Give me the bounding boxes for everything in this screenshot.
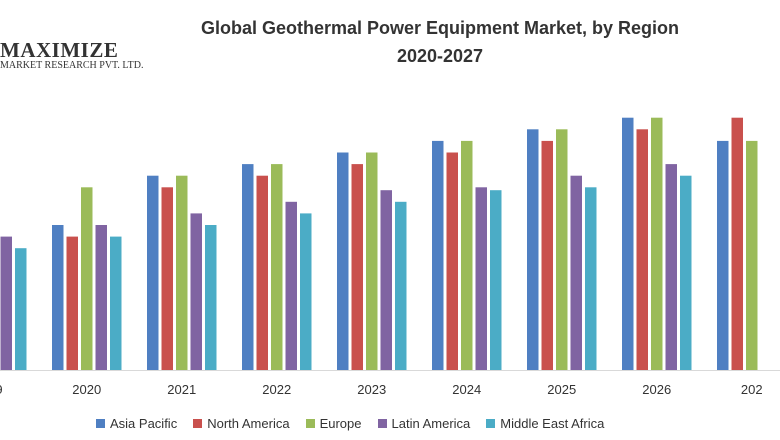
legend-label-latin-america: Latin America [391,416,471,431]
bar-north-america-2025 [541,140,553,370]
legend-item-latin-america: Latin America [377,416,471,431]
bar-asia-pacific-2024 [432,140,444,370]
bar-asia-pacific-2020 [52,225,64,370]
chart-title: Global Geothermal Power Equipment Market… [200,18,680,38]
bar-latin-america-2019 [0,236,12,370]
legend-label-asia-pacific: Asia Pacific [110,416,178,431]
bar-north-america-2023 [351,164,363,370]
bar-middle-east-africa-2024 [490,190,502,370]
x-tick-label-2020: 2020 [72,382,101,397]
bar-europe-2023 [366,152,378,370]
bar-asia-pacific-2021 [147,175,159,370]
x-tick-label-2019: 019 [0,382,3,397]
bar-north-america-2020 [66,236,78,370]
legend-swatch-europe [305,419,315,428]
legend-label-europe: Europe [319,416,362,431]
legend-swatch-north-america [193,419,203,428]
bar-middle-east-africa-2019 [15,248,27,370]
bar-latin-america-2024 [475,187,487,370]
x-tick-label-2027: 202 [741,382,763,397]
bar-asia-pacific-2022 [242,164,254,370]
x-tick-label-2023: 2023 [357,382,386,397]
bar-europe-2020 [81,187,93,370]
bar-europe-2027 [746,140,758,370]
x-tick-label-2021: 2021 [167,382,196,397]
bar-latin-america-2022 [285,201,297,370]
bar-north-america-2022 [256,175,268,370]
logo-sub-text: MARKET RESEARCH PVT. LTD. [0,60,144,71]
legend-item-asia-pacific: Asia Pacific [96,416,177,431]
bar-middle-east-africa-2025 [585,187,597,370]
bar-asia-pacific-2025 [527,129,539,370]
bar-asia-pacific-2027 [717,140,729,370]
chart-legend: Asia Pacific North America Europe Latin Ame… [96,416,604,431]
legend-swatch-middle-east-africa [486,419,496,428]
bar-middle-east-africa-2026 [680,175,692,370]
bar-latin-america-2023 [380,190,392,370]
bar-europe-2024 [461,140,473,370]
legend-item-middle-east-africa: Middle East Africa [486,416,604,431]
bar-europe-2021 [176,175,188,370]
bar-europe-2025 [556,129,568,370]
x-tick-label-2022: 2022 [262,382,291,397]
bar-latin-america-2025 [570,175,582,370]
x-tick-label-2026: 2026 [642,382,671,397]
logo-main-text: MAXIMIZE [0,38,119,62]
bar-north-america-2027 [731,117,743,370]
bar-middle-east-africa-2023 [395,201,407,370]
legend-label-middle-east-africa: Middle East Africa [500,416,605,431]
legend-item-europe: Europe [305,416,362,431]
bar-middle-east-africa-2022 [300,213,312,370]
bar-latin-america-2021 [190,213,202,370]
x-tick-label-2025: 2025 [547,382,576,397]
bar-asia-pacific-2026 [622,117,634,370]
legend-swatch-latin-america [377,419,387,428]
bar-north-america-2026 [636,129,648,370]
legend-label-north-america: North America [207,416,290,431]
bar-latin-america-2026 [665,164,677,370]
bar-asia-pacific-2023 [337,152,349,370]
legend-item-north-america: North America [193,416,290,431]
x-tick-label-2024: 2024 [452,382,481,397]
bar-north-america-2021 [161,187,173,370]
bar-north-america-2024 [446,152,458,370]
logo: MAXIMIZE MARKET RESEARCH PVT. LTD. [0,40,143,72]
bar-europe-2022 [271,164,283,370]
legend-swatch-asia-pacific [96,419,105,428]
chart-subtitle: 2020-2027 [396,46,484,66]
bar-middle-east-africa-2021 [205,225,217,370]
bar-europe-2026 [651,117,663,370]
bar-middle-east-africa-2020 [110,236,122,370]
bar-latin-america-2020 [95,225,107,370]
